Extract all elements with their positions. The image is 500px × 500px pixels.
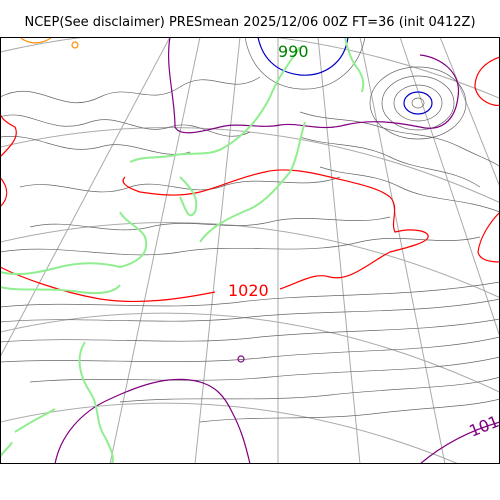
isobar-thin-7 — [0, 281, 500, 308]
isobar-low-east-990 — [403, 91, 433, 115]
isobar-thin-4 — [19, 176, 341, 193]
isobar-thin-5 — [29, 216, 391, 231]
coastline-mainland-west — [0, 211, 148, 276]
isobar-1010 — [54, 37, 500, 464]
isobar-1030-spot — [71, 41, 79, 49]
isobar-thin-3 — [0, 135, 191, 155]
meridian-8 — [439, 37, 500, 189]
isobar-1020-main — [0, 169, 429, 303]
isobar-1010-north — [168, 37, 460, 134]
latitude-arc-4 — [0, 312, 500, 393]
latitude-arc-3 — [0, 222, 500, 299]
isobar-thin-2 — [0, 114, 251, 137]
isobar-1010-south — [54, 378, 251, 464]
isobar-990-north — [257, 37, 349, 76]
isobar-thin-1 — [0, 76, 261, 103]
isobar-1020-ne — [474, 56, 500, 107]
isobar-1010-spot — [237, 355, 245, 363]
meridian-1 — [0, 37, 171, 358]
isobar-thin-15 — [299, 136, 481, 188]
isobar-north-thin — [244, 37, 366, 90]
coastline-east-russia — [344, 37, 365, 93]
thin-isobars — [0, 76, 500, 423]
latitude-arc-5 — [0, 402, 460, 464]
isobar-thin-11 — [29, 356, 500, 383]
isobar-low-east-1 — [369, 66, 467, 140]
isobar-label-1020: 1020 — [228, 281, 269, 300]
coastline-island-south — [14, 408, 56, 433]
low-pressure-system-north — [244, 37, 366, 90]
isobar-thin-9 — [0, 318, 500, 343]
isobar-thin-12 — [119, 376, 500, 403]
meridian-3 — [194, 37, 241, 464]
meridian-6 — [359, 37, 446, 464]
coastlines — [0, 37, 365, 464]
coastline-peninsula — [179, 176, 198, 217]
isobar-label-990: 990 — [278, 42, 309, 61]
pressure-map: 990 1020 101 — [0, 37, 500, 464]
isobar-1010-southeast — [419, 421, 500, 464]
isobar-thin-10 — [0, 336, 500, 363]
isobar-thin-6 — [0, 236, 481, 256]
coastline-north-asia — [129, 46, 301, 163]
coastline-japan — [199, 121, 306, 243]
isobar-thin-14 — [299, 111, 500, 168]
coastline-southeast-asia — [78, 341, 114, 464]
isobar-1020 — [0, 56, 500, 303]
low-pressure-system-east — [369, 66, 467, 140]
isobar-1020-east — [477, 211, 500, 263]
latitude-arc-1 — [0, 37, 500, 99]
meridian-7 — [399, 37, 500, 339]
coastline-mainland-west-2 — [0, 284, 121, 295]
isobar-thin-8 — [0, 298, 500, 323]
map-frame: 990 1020 101 — [0, 37, 500, 464]
isobar-low-east-3 — [393, 84, 443, 122]
isobar-low-east-2 — [381, 75, 455, 131]
isobar-1020-west — [0, 111, 17, 158]
coastline-island-south-2 — [0, 441, 13, 458]
map-title: NCEP(See disclaimer) PRESmean 2025/12/06… — [24, 15, 476, 30]
isobar-1020-west-2 — [0, 176, 8, 208]
isobar-thin-13 — [199, 398, 500, 423]
isobar-thin-16 — [319, 166, 500, 213]
isobar-low-east-inner — [411, 97, 425, 109]
